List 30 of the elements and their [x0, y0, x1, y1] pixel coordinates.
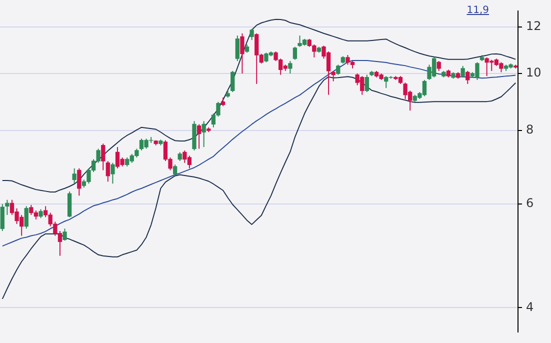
candlestick: [460, 65, 465, 78]
y-tick-label: 12: [526, 19, 542, 34]
annotation: 11,9: [466, 5, 489, 17]
candlestick: [24, 206, 28, 230]
candlestick: [110, 162, 115, 184]
candlestick: [250, 28, 254, 41]
y-tick-label: 6: [526, 196, 534, 210]
candlestick: [436, 60, 441, 72]
candlestick: [172, 164, 178, 176]
candlestick: [67, 191, 72, 218]
candlestick: [196, 124, 202, 150]
y-tick-label: 4: [526, 300, 534, 314]
candlestick: [101, 143, 106, 171]
candlestick: [0, 204, 4, 232]
candlestick: [240, 32, 244, 74]
candlestick: [364, 74, 369, 93]
candlestick: [235, 35, 240, 62]
candlestick: [5, 199, 10, 216]
candlestick: [62, 228, 67, 242]
y-tick-label: 10: [526, 66, 542, 80]
candlestick: [292, 46, 298, 60]
candlestick: [466, 70, 470, 84]
y-tick-label: 8: [526, 122, 534, 137]
candlestick: [288, 60, 292, 74]
candlestick: [230, 70, 235, 93]
candlestick: [106, 160, 110, 182]
candlestick: [202, 120, 206, 148]
candlestick: [77, 168, 82, 196]
candlestick: [336, 64, 340, 76]
candlestick: [72, 168, 76, 184]
